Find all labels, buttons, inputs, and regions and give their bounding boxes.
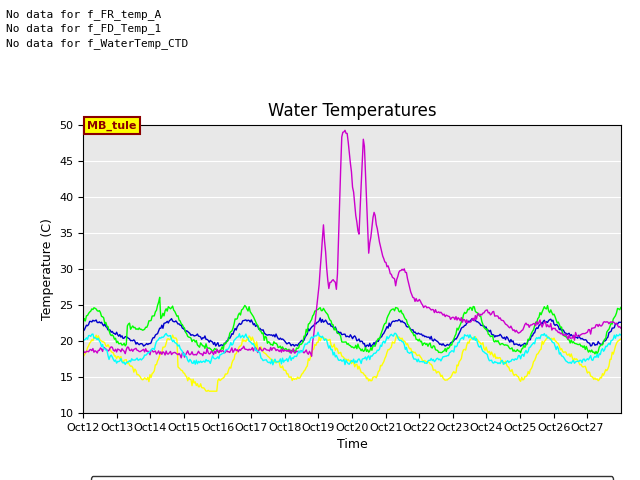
MDTemp_A [337,357,344,362]
FR_temp_B [339,332,347,337]
WaterT [393,332,401,338]
CondTemp [401,270,409,276]
Text: No data for f_FR_temp_A: No data for f_FR_temp_A [6,9,162,20]
WaterT [606,357,614,362]
MDTemp_A [79,339,87,345]
FR_temp_C [591,351,599,357]
MDTemp_A [372,349,380,355]
FR_temp_B [617,319,625,325]
Line: FR_temp_B: FR_temp_B [83,318,621,348]
Line: MDTemp_A: MDTemp_A [83,332,621,365]
WaterT [617,336,625,342]
FR_temp_C [401,314,408,320]
FR_temp_B [336,330,344,336]
MDTemp_A [606,342,614,348]
Y-axis label: Temperature (C): Temperature (C) [41,218,54,320]
FR_temp_C [156,294,164,300]
WaterT [336,350,344,356]
FR_temp_C [606,324,614,329]
FR_temp_B [372,338,380,344]
Line: CondTemp: CondTemp [83,131,621,358]
MDTemp_A [314,329,322,335]
MDTemp_A [522,348,530,353]
FR_temp_C [339,339,347,345]
WaterT [522,374,530,380]
Line: FR_temp_C: FR_temp_C [83,297,621,354]
MDTemp_A [401,347,409,352]
CondTemp [336,200,344,206]
X-axis label: Time: Time [337,438,367,451]
MDTemp_A [269,362,276,368]
FR_temp_C [617,305,625,311]
CondTemp [177,355,185,361]
FR_temp_B [606,329,614,335]
CondTemp [79,348,87,353]
FR_temp_C [336,331,344,337]
FR_temp_C [371,343,379,349]
Text: MB_tule: MB_tule [87,120,136,131]
WaterT [401,339,409,345]
Title: Water Temperatures: Water Temperatures [268,102,436,120]
CondTemp [522,320,530,326]
FR_temp_C [79,320,87,325]
FR_temp_B [362,345,369,350]
CondTemp [341,128,349,133]
FR_temp_B [401,321,409,326]
WaterT [371,374,379,380]
Text: No data for f_WaterTemp_CTD: No data for f_WaterTemp_CTD [6,37,189,48]
CondTemp [372,222,380,228]
MDTemp_A [617,332,625,338]
CondTemp [339,130,347,135]
WaterT [339,354,347,360]
MDTemp_A [340,356,348,362]
CondTemp [617,325,625,331]
FR_temp_B [79,328,87,334]
WaterT [79,354,87,360]
Line: WaterT: WaterT [83,335,621,391]
FR_temp_B [316,315,324,321]
FR_temp_B [522,342,530,348]
WaterT [204,388,211,394]
Legend: FR_temp_B, FR_temp_C, WaterT, CondTemp, MDTemp_A: FR_temp_B, FR_temp_C, WaterT, CondTemp, … [91,476,613,480]
CondTemp [606,319,614,325]
Text: No data for f_FD_Temp_1: No data for f_FD_Temp_1 [6,23,162,34]
FR_temp_C [521,345,529,350]
